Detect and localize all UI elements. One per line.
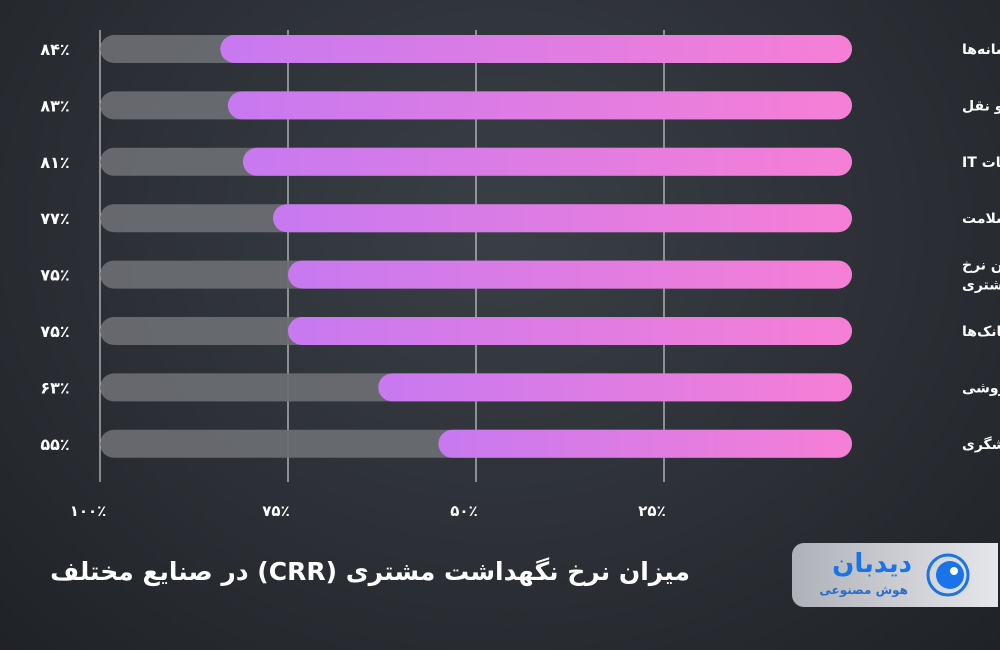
- bar: [288, 260, 852, 289]
- value-label: ۶۳٪: [40, 378, 69, 397]
- brand-logo: دیدبان هوش مصنوعی: [792, 543, 998, 607]
- x-tick-label: ۲۵٪: [638, 502, 665, 520]
- bar: [288, 317, 852, 345]
- category-label-line: بانک‌ها: [962, 324, 1000, 340]
- bar: [378, 373, 852, 402]
- value-label: ۷۵٪: [40, 266, 69, 285]
- value-label: ۸۳٪: [40, 96, 69, 115]
- category-label-line: میانگین نرخ: [962, 257, 1000, 274]
- value-label: ۸۴٪: [40, 40, 69, 59]
- category-label: میانگین نرخ حفظ مشتری: [962, 257, 1000, 294]
- labels: ۱۰۰٪ ۷۵٪ ۵۰٪ ۲۵٪ ۸۴٪ رسانه‌ها ۸۳٪ حمل و نقل ۸۱٪ خ…: [40, 40, 1000, 520]
- x-tick-label: ۷۵٪: [262, 502, 289, 520]
- value-label: ۵۵٪: [40, 435, 69, 454]
- category-label-line: رسانه‌ها: [962, 42, 1000, 58]
- category-label-line: صنعت سلامت: [962, 211, 1000, 227]
- category-label: رسانه‌ها: [962, 42, 1000, 58]
- bar: [227, 91, 853, 120]
- bar: [438, 429, 852, 458]
- value-label: ۷۷٪: [40, 209, 69, 228]
- category-label-line: حمل و نقل: [962, 98, 1000, 114]
- bar: [220, 35, 852, 63]
- chart-title: میزان نرخ نگهداشت مشتری (CRR) در صنایع م…: [50, 557, 690, 586]
- category-label-line: خرده فروشی: [962, 380, 1000, 396]
- category-label: صنعت سلامت: [962, 211, 1000, 227]
- bar: [272, 204, 853, 233]
- category-label-line: صنعت گردشگری: [962, 436, 1000, 453]
- category-label-line: حفظ مشتری: [962, 278, 1000, 294]
- logo-subtitle: هوش مصنوعی: [819, 583, 908, 597]
- x-tick-label: ۵۰٪: [450, 502, 477, 520]
- value-label: ۸۱٪: [40, 153, 69, 172]
- logo-name: دیدبان: [832, 549, 912, 579]
- bars: [100, 35, 853, 458]
- category-label: صنعت گردشگری: [962, 436, 1000, 453]
- category-label: خرده فروشی: [962, 380, 1000, 396]
- category-label: خدمات IT: [962, 155, 1000, 171]
- x-tick-label: ۱۰۰٪: [70, 502, 107, 520]
- category-label: حمل و نقل: [962, 98, 1000, 114]
- category-label-line: خدمات IT: [962, 155, 1000, 171]
- value-label: ۷۵٪: [40, 322, 69, 341]
- bar: [242, 147, 852, 176]
- eye-logo-icon: [926, 553, 970, 597]
- category-label: بانک‌ها: [962, 324, 1000, 340]
